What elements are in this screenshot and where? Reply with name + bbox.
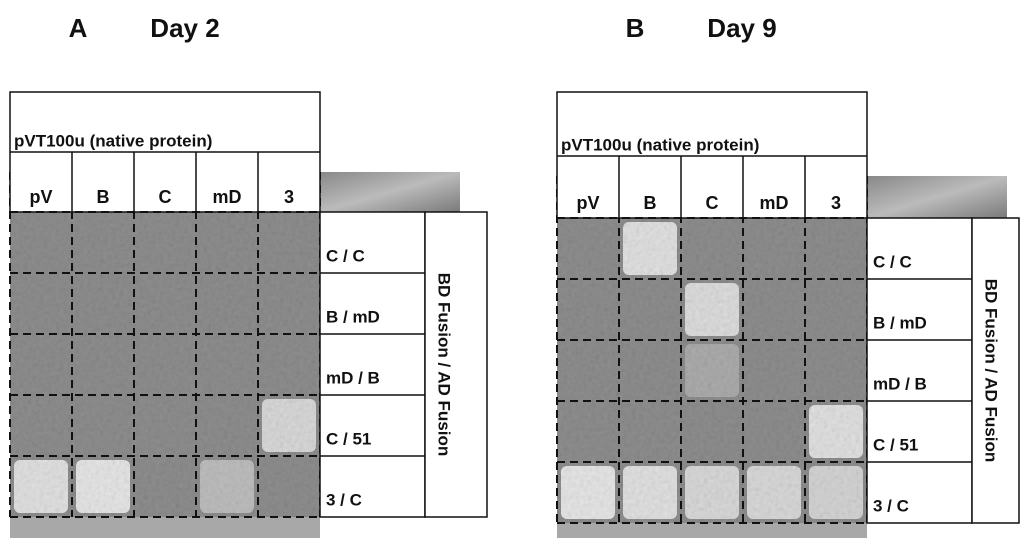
colony	[685, 283, 739, 336]
column-label: B	[644, 193, 657, 213]
side-label: BD Fusion / AD Fusion	[982, 279, 1001, 463]
column-label: pV	[576, 193, 599, 213]
panel-title: Day 9	[707, 13, 776, 43]
panel-label: B	[626, 13, 645, 43]
figure: A Day 2 pVT100u (native protein) pV B CmD 3 C /…	[0, 0, 1020, 538]
column-label: C	[159, 187, 172, 207]
plate-edge	[557, 523, 867, 538]
row-label: 3 / C	[873, 496, 909, 515]
row-label: C / 51	[873, 435, 918, 454]
plate-strip	[867, 176, 1007, 218]
plate-strip	[320, 172, 460, 212]
colony	[623, 466, 677, 519]
panel-label: A	[69, 13, 88, 43]
colony	[262, 399, 316, 452]
panel-title: Day 2	[150, 13, 219, 43]
colony	[623, 222, 677, 275]
colony	[200, 460, 254, 513]
colony	[14, 460, 68, 513]
page: A Day 2 pVT100u (native protein) pV B CmD 3 C /…	[0, 0, 1020, 538]
row-label: C / C	[326, 246, 365, 265]
colony	[809, 466, 863, 519]
column-group-header: pVT100u (native protein)	[561, 135, 759, 154]
row-label: mD / B	[873, 374, 927, 393]
colony	[685, 344, 739, 397]
side-label: BD Fusion / AD Fusion	[435, 273, 454, 457]
column-label: pV	[29, 187, 52, 207]
plate-edge	[10, 517, 320, 538]
column-group-header: pVT100u (native protein)	[14, 131, 212, 150]
column-label: mD	[212, 187, 241, 207]
column-label: C	[706, 193, 719, 213]
row-label: 3 / C	[326, 490, 362, 509]
row-label: C / 51	[326, 429, 371, 448]
colony	[561, 466, 615, 519]
row-label: B / mD	[326, 307, 380, 326]
colony	[747, 466, 801, 519]
row-label: mD / B	[326, 368, 380, 387]
colony	[76, 460, 130, 513]
colony	[685, 466, 739, 519]
column-label: B	[97, 187, 110, 207]
row-label: C / C	[873, 252, 912, 271]
column-label: 3	[831, 193, 841, 213]
colony	[809, 405, 863, 458]
row-label: B / mD	[873, 313, 927, 332]
column-label: mD	[759, 193, 788, 213]
side-label-box	[425, 212, 487, 517]
column-label: 3	[284, 187, 294, 207]
